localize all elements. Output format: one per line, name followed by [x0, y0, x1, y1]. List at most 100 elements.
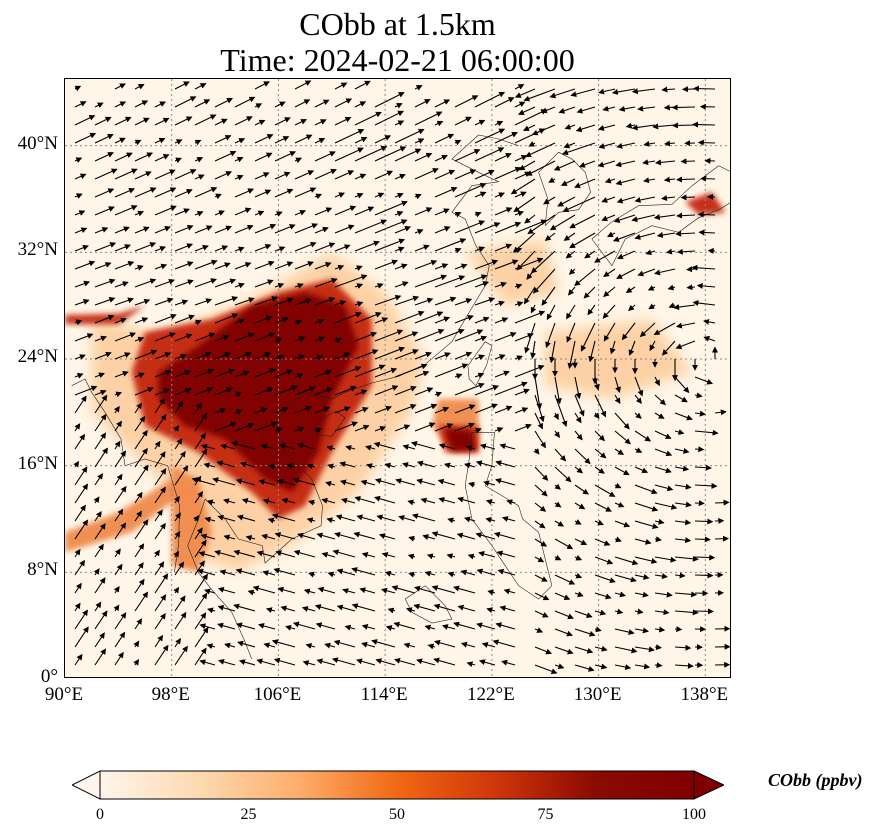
wind-arrow — [569, 232, 596, 249]
wind-arrow — [94, 510, 102, 522]
wind-arrow — [414, 111, 443, 126]
wind-arrow — [134, 349, 158, 360]
wind-arrow — [254, 244, 272, 252]
wind-arrow — [114, 261, 135, 270]
longitude-tick-label: 90°E — [44, 684, 84, 705]
wind-arrow — [460, 569, 476, 576]
wind-arrow — [631, 214, 656, 223]
wind-arrow — [486, 607, 496, 614]
wind-arrow — [694, 410, 706, 417]
wind-arrow — [224, 642, 236, 649]
wind-arrow — [74, 101, 87, 108]
wind-arrow — [575, 124, 596, 133]
wind-arrow — [194, 298, 213, 306]
wind-arrow — [483, 480, 496, 487]
wind-arrow — [200, 533, 216, 540]
wind-arrow — [94, 206, 115, 216]
wind-arrow — [327, 463, 336, 470]
wind-arrow — [351, 603, 376, 612]
wind-arrow — [294, 134, 313, 144]
wind-arrow — [514, 247, 523, 254]
wind-arrow — [274, 407, 289, 414]
wind-arrow — [495, 622, 516, 630]
wind-arrow — [134, 187, 157, 198]
wind-arrow — [666, 248, 676, 255]
wind-arrow — [544, 232, 556, 242]
wind-arrow — [584, 250, 596, 259]
wind-arrow — [616, 250, 636, 260]
wind-arrow — [365, 444, 376, 451]
wind-arrow — [207, 607, 216, 614]
wind-arrow — [648, 303, 656, 310]
wind-arrow — [615, 160, 636, 168]
wind-arrow — [414, 422, 436, 432]
wind-arrow — [654, 484, 674, 492]
wind-arrow — [274, 136, 290, 144]
wind-arrow — [494, 317, 509, 324]
wind-arrow — [554, 501, 562, 508]
wind-arrow — [541, 286, 556, 306]
colorbar-min-extend — [70, 770, 101, 800]
wind-arrow — [434, 352, 451, 360]
wind-arrow — [405, 607, 416, 614]
wind-arrow — [254, 407, 268, 414]
wind-arrow — [274, 188, 294, 198]
wind-arrow — [694, 464, 712, 471]
wind-arrow — [523, 124, 536, 131]
wind-arrow — [434, 639, 456, 648]
latitude-tick-label: 0° — [40, 666, 58, 687]
wind-arrow — [174, 438, 183, 450]
wind-arrow — [173, 550, 180, 558]
wind-arrow — [217, 622, 236, 630]
wind-arrow — [286, 463, 296, 470]
wind-arrow — [654, 430, 672, 439]
wind-arrow — [601, 196, 616, 203]
wind-arrow — [454, 183, 487, 198]
wind-arrow — [674, 429, 685, 435]
wind-arrow — [554, 628, 573, 637]
wind-arrow — [514, 171, 531, 180]
wind-arrow — [214, 118, 228, 126]
wind-arrow — [676, 212, 696, 219]
wind-arrow — [174, 595, 186, 612]
wind-arrow — [174, 314, 195, 324]
wind-arrow — [408, 571, 416, 578]
wind-arrow — [334, 311, 362, 324]
wind-arrow — [481, 642, 496, 648]
wind-arrow — [173, 586, 180, 594]
wind-arrow — [374, 317, 389, 324]
wind-arrow — [254, 223, 277, 234]
wind-arrow — [694, 518, 714, 525]
wind-arrow — [394, 246, 405, 253]
wind-arrow — [154, 549, 160, 558]
wind-arrow — [594, 609, 607, 616]
wind-arrow — [173, 424, 180, 432]
wind-arrow — [354, 136, 368, 144]
wind-arrow — [441, 624, 456, 630]
wind-arrow — [474, 147, 505, 162]
wind-arrow — [394, 263, 408, 270]
wind-arrow — [114, 508, 124, 522]
wind-arrow — [674, 644, 692, 651]
wind-arrow — [526, 268, 536, 280]
wind-arrow — [134, 519, 149, 540]
wind-arrow — [341, 497, 356, 504]
wind-arrow — [554, 663, 565, 670]
wind-arrow — [114, 473, 123, 486]
wind-arrow — [374, 294, 402, 306]
wind-arrow — [334, 366, 362, 378]
wind-arrow — [414, 259, 438, 270]
wind-arrow — [653, 214, 676, 221]
colorbar-label: CObb (ppbv) — [768, 770, 863, 790]
wind-arrow — [394, 363, 428, 378]
wind-arrow — [565, 250, 576, 259]
wind-arrow — [394, 120, 405, 126]
wind-arrow — [654, 394, 667, 406]
wind-arrow — [454, 351, 473, 360]
wind-arrow — [494, 243, 513, 252]
wind-arrow — [654, 412, 665, 419]
wind-arrow — [274, 337, 283, 344]
wind-arrow — [334, 385, 357, 396]
wind-arrow — [74, 519, 89, 540]
wind-arrow — [194, 612, 207, 630]
